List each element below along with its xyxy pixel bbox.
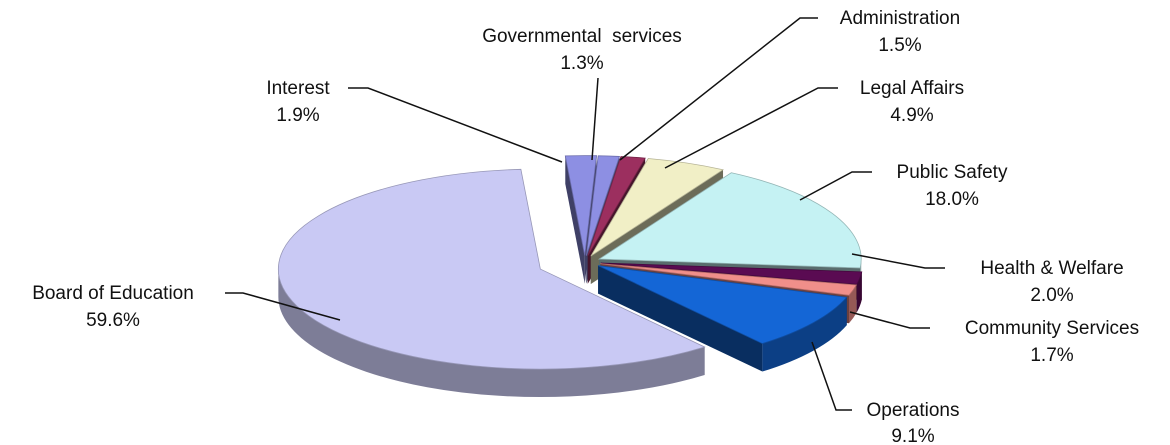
value-administration: 1.5% <box>878 35 921 56</box>
label-board-of-education: Board of Education <box>32 283 194 304</box>
label-community-services: Community Services <box>965 318 1139 339</box>
leader-operations <box>811 341 852 411</box>
slice-wall-health-welfare <box>856 271 862 313</box>
pie-slices <box>277 155 863 398</box>
slice-top-board-of-education <box>277 168 706 370</box>
label-legal-affairs: Legal Affairs <box>860 78 964 99</box>
label-health-welfare: Health & Welfare <box>980 258 1123 279</box>
leader-governmental-services <box>591 77 599 161</box>
slice-side-interest <box>565 155 585 284</box>
slice-wall-board-of-education <box>278 269 705 398</box>
label-administration: Administration <box>840 8 960 29</box>
leader-public-safety <box>799 171 872 201</box>
value-interest: 1.9% <box>276 105 319 126</box>
label-governmental-services: Governmental services <box>482 26 682 47</box>
slice-top-operations <box>597 265 848 344</box>
slice-operations <box>597 265 848 372</box>
slice-top-interest <box>564 155 598 256</box>
leader-board-of-education <box>225 292 341 321</box>
leader-interest <box>348 87 563 163</box>
label-public-safety: Public Safety <box>897 162 1008 183</box>
slice-board-of-education <box>277 168 706 398</box>
value-legal-affairs: 4.9% <box>890 105 933 126</box>
leader-legal-affairs <box>664 87 838 169</box>
slice-side-operations <box>598 265 763 372</box>
value-governmental-services: 1.3% <box>560 53 603 74</box>
slice-top-administration <box>587 156 646 256</box>
value-public-safety: 18.0% <box>925 189 979 210</box>
leader-administration <box>619 17 818 161</box>
leader-health-welfare <box>851 253 945 269</box>
slice-top-governmental-services <box>585 155 621 256</box>
slice-labels: Governmental services 1.3% Administratio… <box>32 8 1139 445</box>
slice-top-community-services <box>600 263 858 296</box>
slice-top-legal-affairs <box>590 158 725 257</box>
value-health-welfare: 2.0% <box>1030 285 1073 306</box>
leader-community-services <box>849 311 930 329</box>
label-operations: Operations <box>867 400 960 421</box>
value-operations: 9.1% <box>891 426 934 445</box>
leader-lines <box>225 17 945 411</box>
slice-top-health-welfare <box>600 262 863 285</box>
value-board-of-education: 59.6% <box>86 310 140 331</box>
label-interest: Interest <box>266 78 330 99</box>
value-community-services: 1.7% <box>1030 345 1073 366</box>
